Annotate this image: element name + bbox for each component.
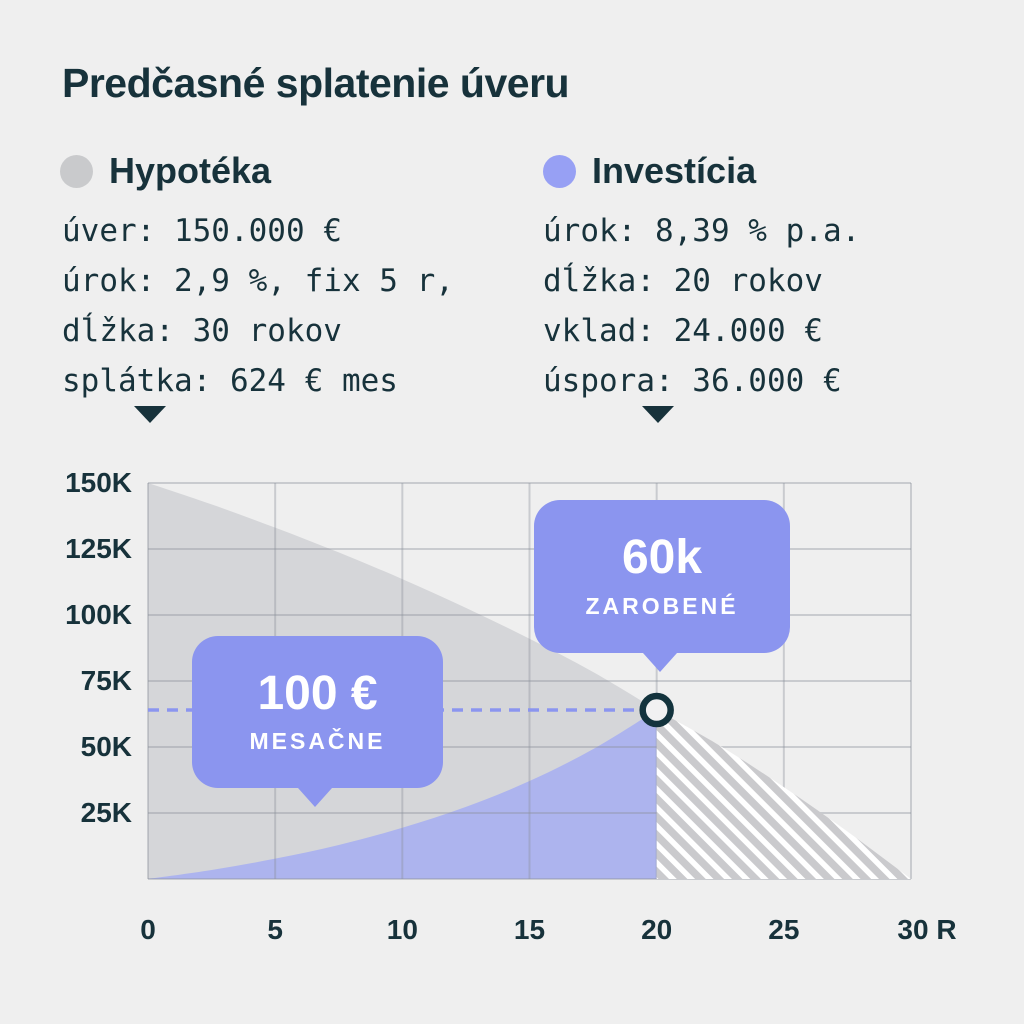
mortgage-down-triangle-icon	[134, 406, 166, 423]
earned-label: ZAROBENÉ	[585, 592, 739, 619]
investment-down-triangle-icon	[642, 406, 674, 423]
y-axis-label: 75K	[80, 665, 132, 696]
mortgage-legend-label: Hypotéka	[109, 150, 272, 191]
x-axis-label: 0	[140, 914, 156, 945]
x-axis-label: 20	[641, 914, 673, 945]
investment-details: úrok: 8,39 % p.a. dĺžka: 20 rokov vklad:…	[543, 206, 860, 406]
earned-value: 60k	[621, 531, 703, 585]
mortgage-dot-icon	[60, 154, 93, 188]
page-title: Predčasné splatenie úveru	[62, 60, 570, 106]
mortgage-detail-term: dĺžka: 30 rokov	[62, 313, 342, 349]
x-axis-label: 5	[267, 914, 283, 945]
mortgage-detail-rate: úrok: 2,9 %, fix 5 r,	[62, 263, 454, 299]
investment-dot-icon	[543, 154, 576, 188]
legend-mortgage: Hypotéka	[60, 153, 271, 189]
investment-detail-deposit: vklad: 24.000 €	[543, 313, 823, 349]
x-axis-label: 10	[386, 914, 418, 945]
x-axis-label: 25	[768, 914, 800, 945]
investment-detail-term: dĺžka: 20 rokov	[543, 263, 823, 299]
monthly-contribution-label: MESAČNE	[249, 728, 386, 755]
x-axis-label: 30 R	[897, 914, 957, 945]
mortgage-detail-payment: splátka: 624 € mes	[62, 363, 398, 399]
mortgage-detail-loan: úver: 150.000 €	[62, 213, 342, 249]
x-axis-label: 15	[513, 914, 546, 945]
y-axis-label: 100K	[65, 599, 132, 630]
monthly-contribution-value: 100 €	[257, 666, 378, 720]
legend-investment: Investícia	[543, 153, 756, 189]
mortgage-details: úver: 150.000 € úrok: 2,9 %, fix 5 r, dĺ…	[62, 206, 454, 406]
investment-detail-savings: úspora: 36.000 €	[543, 363, 842, 399]
investment-detail-rate: úrok: 8,39 % p.a.	[543, 213, 861, 249]
earned-tooltip: 60k ZAROBENÉ	[534, 500, 790, 672]
monthly-contribution-tooltip: 100 € MESAČNE	[192, 636, 443, 807]
y-axis-label: 50K	[80, 731, 132, 762]
y-axis-label: 125K	[65, 533, 132, 564]
investment-legend-label: Investícia	[592, 150, 757, 191]
y-axis-label: 25K	[80, 797, 132, 828]
y-axis-label: 150K	[65, 467, 132, 498]
